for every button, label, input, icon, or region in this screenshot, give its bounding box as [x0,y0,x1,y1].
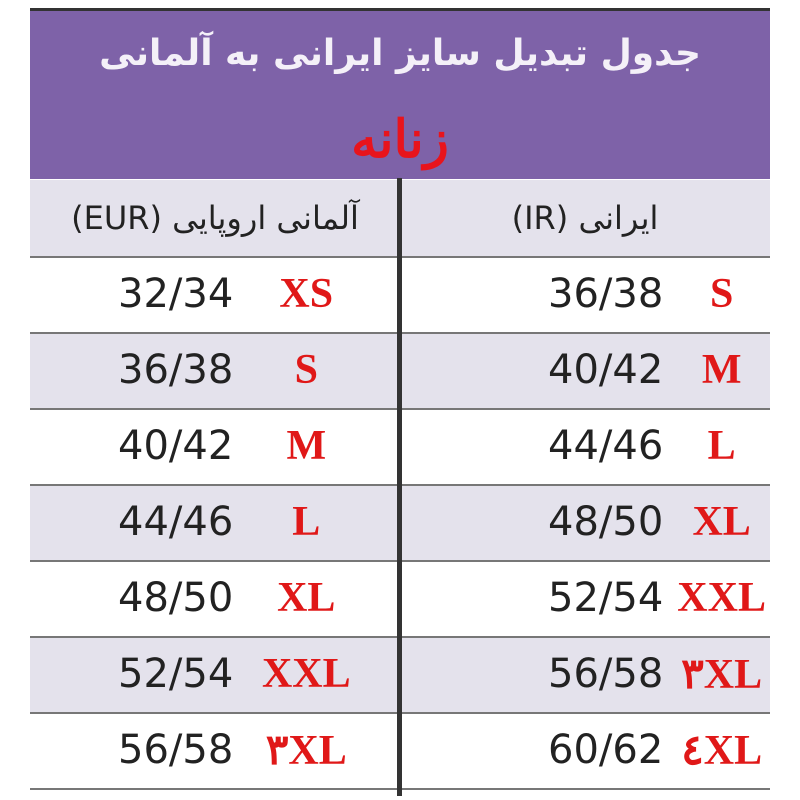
size-letter: ٤XL [681,728,763,774]
table-cell: 56/58 ۳XL [400,638,770,710]
table-cell: 44/46 L [400,410,770,482]
size-number: 44/46 [548,423,664,469]
size-number: 56/58 [118,727,234,773]
column-divider [397,178,402,796]
size-number: 52/54 [118,651,234,697]
size-letter: S [294,347,318,393]
subtitle: زنانه [351,109,449,170]
table-cell: 44/46 L [30,486,400,558]
size-letter: XXL [677,575,766,621]
table-cell: 32/34 XS [30,258,400,330]
size-number: 48/50 [548,499,664,545]
size-letter: L [707,423,736,469]
table-cell: 52/54 XXL [400,562,770,634]
size-number: 36/38 [548,271,664,317]
size-letter: ۳XL [265,728,347,774]
size-letter: XS [279,271,334,317]
table-cell: 40/42 M [30,410,400,482]
header-cell: آلمانی اروپایی (EUR) [30,180,400,256]
header: جدول تبدیل سایز ایرانی به آلمانی زنانه [30,8,770,179]
table-cell: 52/54 XXL [30,638,400,710]
size-letter: XL [692,499,751,545]
table-cell: 36/38 S [30,334,400,406]
size-letter: M [286,423,327,469]
size-number: 48/50 [118,575,234,621]
table-cell: 36/38 S [400,258,770,330]
size-letter: XXL [261,651,351,697]
table-cell: 56/58 ۳XL [30,714,400,786]
size-number: 60/62 [548,727,664,773]
header-cell: ایرانی (IR) [400,180,770,256]
size-number: 56/58 [548,651,664,697]
size-letter: S [709,271,734,317]
table-cell: 60/62 ٤XL [400,714,770,786]
size-number: 36/38 [118,347,234,393]
size-letter: L [292,499,321,545]
size-letter: M [701,347,742,393]
size-number: 44/46 [118,499,234,545]
size-number: 52/54 [548,575,664,621]
table-cell: 40/42 M [400,334,770,406]
size-letter: ۳XL [681,652,763,698]
size-number: 32/34 [118,271,234,317]
size-number: 40/42 [118,423,234,469]
table-cell: 48/50 XL [400,486,770,558]
size-letter: XL [277,575,336,621]
column-header: آلمانی اروپایی (EUR) [71,199,359,237]
column-header: ایرانی (IR) [511,199,659,237]
size-number: 40/42 [548,347,664,393]
title: جدول تبدیل سایز ایرانی به آلمانی [99,33,701,74]
table-cell: 48/50 XL [30,562,400,634]
